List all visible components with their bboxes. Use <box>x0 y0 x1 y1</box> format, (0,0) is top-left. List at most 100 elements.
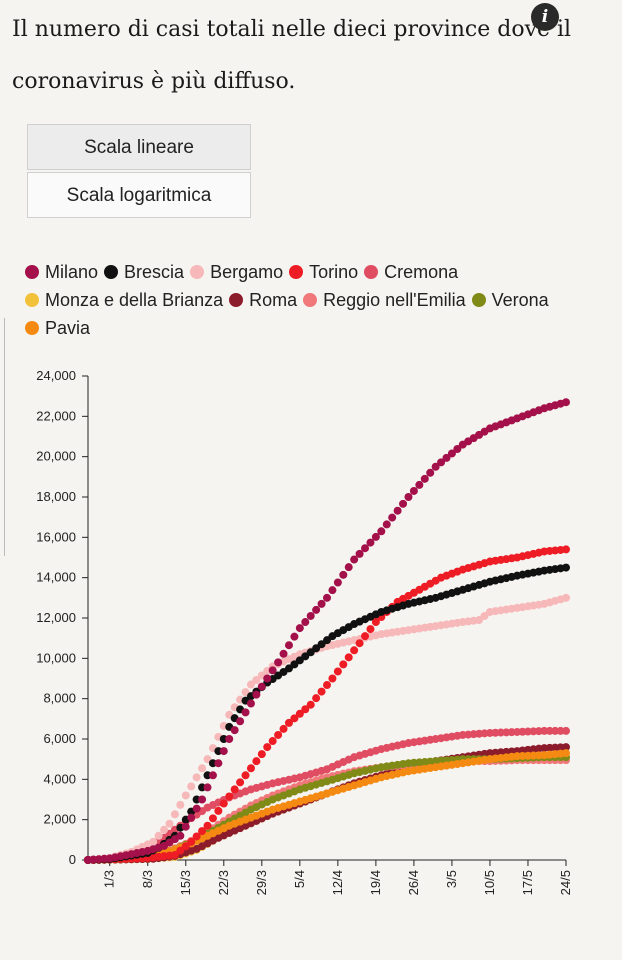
data-point <box>284 718 293 727</box>
legend-swatch <box>471 293 486 307</box>
log-scale-button[interactable]: Scala logaritmica <box>27 172 251 218</box>
data-point <box>203 821 212 830</box>
data-point <box>203 783 212 792</box>
data-point <box>562 726 570 735</box>
data-point <box>219 747 228 756</box>
x-tick-label: 17/5 <box>520 870 535 895</box>
data-point <box>246 680 255 689</box>
legend-item[interactable]: Roma <box>229 286 297 314</box>
data-point <box>274 730 283 739</box>
legend-item[interactable]: Milano <box>25 258 98 286</box>
legend-item[interactable]: Pavia <box>25 314 90 342</box>
data-point <box>344 563 353 572</box>
legend-item[interactable]: Brescia <box>104 258 184 286</box>
data-point <box>241 771 250 780</box>
data-point <box>181 842 190 851</box>
x-tick-label: 29/3 <box>254 870 269 895</box>
x-tick-label: 22/3 <box>216 870 231 895</box>
legend-item[interactable]: Verona <box>471 286 549 314</box>
x-tick-label: 10/5 <box>482 870 497 895</box>
legend-swatch <box>25 265 39 279</box>
y-tick-label: 22,000 <box>36 408 76 423</box>
data-point <box>306 700 315 709</box>
data-point <box>214 759 223 768</box>
data-point <box>225 735 234 743</box>
legend-swatch <box>190 265 205 279</box>
data-point <box>290 714 299 723</box>
legend-item[interactable]: Monza e della Brianza <box>25 286 223 314</box>
y-tick-label: 2,000 <box>43 812 76 827</box>
data-point <box>208 771 217 780</box>
legend-item[interactable]: Torino <box>289 258 358 286</box>
data-point <box>176 846 185 855</box>
linear-scale-button[interactable]: Scala lineare <box>27 124 251 170</box>
data-point <box>562 545 570 554</box>
data-point <box>198 827 207 836</box>
x-tick-label: 24/5 <box>558 870 573 895</box>
legend-swatch <box>229 293 244 307</box>
data-point <box>344 653 353 662</box>
y-tick-label: 24,000 <box>36 368 76 383</box>
x-tick-label: 1/3 <box>102 870 117 888</box>
data-point <box>388 513 397 522</box>
legend-label: Pavia <box>45 318 91 338</box>
legend-item[interactable]: Reggio nell'Emilia <box>303 286 466 314</box>
data-point <box>268 737 277 746</box>
x-tick-label: 19/4 <box>368 870 383 895</box>
legend-item[interactable]: Bergamo <box>190 258 283 286</box>
data-point <box>263 674 272 683</box>
data-point <box>230 785 239 794</box>
y-tick-label: 20,000 <box>36 449 76 464</box>
legend-label: Milano <box>45 262 99 282</box>
data-point <box>252 690 261 699</box>
data-point <box>447 449 456 458</box>
y-tick-label: 18,000 <box>36 489 76 504</box>
legend-item[interactable]: Cremona <box>364 258 458 286</box>
data-point <box>208 814 217 823</box>
legend-swatch <box>25 293 39 307</box>
data-point <box>453 445 462 454</box>
chart-title: Il numero di casi totali nelle dieci pro… <box>12 17 572 94</box>
data-point <box>323 681 331 690</box>
data-point <box>246 699 255 708</box>
y-tick-label: 16,000 <box>36 529 76 544</box>
data-point <box>192 773 201 782</box>
data-point <box>333 667 342 676</box>
data-point <box>355 549 364 558</box>
data-point <box>230 726 239 735</box>
data-point <box>252 676 261 685</box>
data-point <box>317 599 326 608</box>
data-point <box>431 462 440 471</box>
data-point <box>290 632 299 641</box>
y-tick-label: 0 <box>69 852 76 867</box>
data-point <box>333 578 342 587</box>
data-point <box>404 493 413 501</box>
data-point <box>399 499 408 508</box>
y-tick-label: 8,000 <box>43 691 76 706</box>
data-point <box>562 749 570 758</box>
data-point <box>187 782 196 791</box>
data-point <box>187 837 196 846</box>
data-point <box>257 682 266 691</box>
data-point <box>366 538 375 547</box>
chart-legend: Milano Brescia Bergamo Torino Cremona Monza e… <box>25 258 605 342</box>
data-point <box>339 570 348 579</box>
data-point <box>160 825 169 834</box>
data-point <box>257 750 266 759</box>
data-point <box>350 555 359 564</box>
y-tick-label: 4,000 <box>43 771 76 786</box>
data-point <box>219 799 228 808</box>
data-point <box>246 764 255 773</box>
data-point <box>382 520 391 529</box>
data-point <box>306 611 315 620</box>
data-point <box>426 468 435 477</box>
data-point <box>415 480 424 489</box>
series-pavia <box>84 749 570 864</box>
data-point <box>312 694 321 703</box>
data-point <box>442 453 451 462</box>
legend-swatch <box>303 293 318 307</box>
y-tick-label: 6,000 <box>43 731 76 746</box>
data-point <box>252 757 261 766</box>
data-point <box>393 506 402 515</box>
info-icon[interactable]: i <box>531 3 559 31</box>
